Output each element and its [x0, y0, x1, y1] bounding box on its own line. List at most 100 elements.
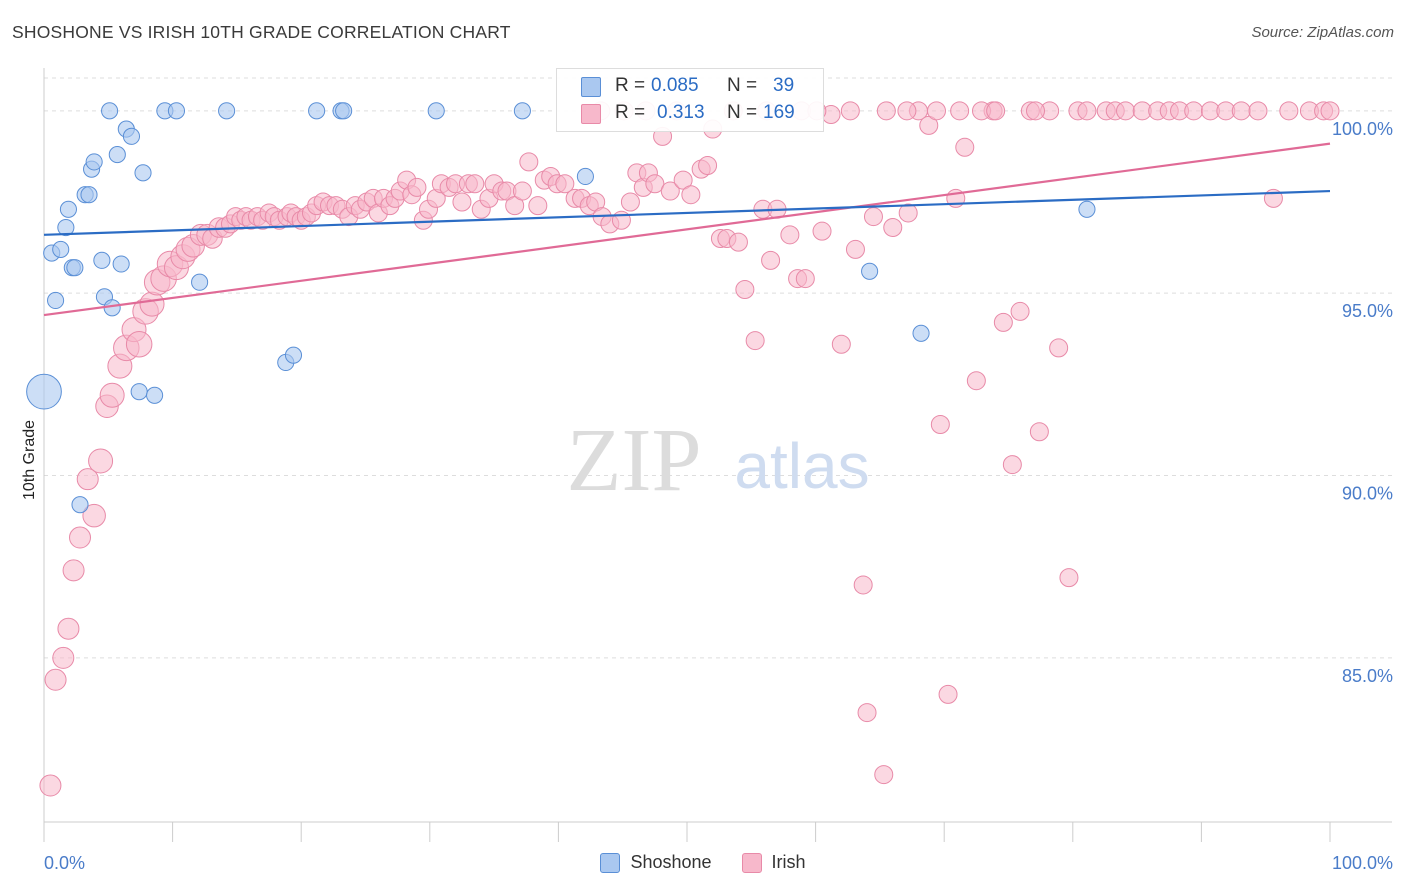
y-tick-label: 95.0%: [1342, 301, 1393, 321]
irish-point: [1026, 101, 1046, 121]
shoshone-r-label: R =: [615, 75, 646, 96]
shoshone-point: [218, 102, 236, 120]
irish-point: [840, 101, 860, 121]
irish-point: [831, 334, 851, 354]
irish-point: [76, 468, 99, 491]
irish-stats-swatch: [581, 104, 601, 124]
irish-point: [845, 239, 865, 259]
y-tick-label: 90.0%: [1342, 484, 1393, 504]
irish-point: [555, 174, 575, 194]
irish-point: [1077, 101, 1097, 121]
shoshone-points: [26, 102, 1096, 514]
irish-point: [407, 177, 427, 197]
irish-point: [39, 774, 62, 797]
shoshone-point: [108, 146, 126, 164]
y-tick-label: 100.0%: [1332, 119, 1393, 139]
irish-point: [528, 196, 548, 216]
shoshone-point: [66, 259, 84, 277]
irish-point: [88, 448, 114, 474]
legend-item-shoshone[interactable]: Shoshone: [600, 852, 712, 873]
shoshone-point: [59, 200, 77, 218]
shoshone-point: [284, 346, 303, 364]
shoshone-point: [335, 102, 353, 120]
irish-point: [874, 765, 894, 785]
irish-point: [1248, 101, 1268, 121]
shoshone-point: [80, 186, 98, 204]
tick-labels: 100.0% 95.0% 90.0% 85.0% 0.0% 100.0%: [44, 119, 1393, 873]
irish-point: [926, 101, 946, 121]
watermark-atlas: atlas: [734, 430, 869, 502]
irish-point: [52, 646, 75, 669]
shoshone-point: [122, 127, 141, 145]
irish-point: [698, 156, 718, 176]
irish-point: [452, 192, 472, 212]
irish-point: [955, 137, 975, 157]
legend-swatch-shoshone: [600, 852, 621, 873]
irish-point: [69, 526, 92, 549]
irish-point: [44, 668, 67, 691]
irish-point: [863, 207, 883, 227]
shoshone-point: [146, 386, 164, 404]
shoshone-point: [1078, 200, 1096, 218]
shoshone-point: [57, 218, 75, 237]
shoshone-point: [130, 383, 148, 401]
grid-lines: [44, 77, 1392, 659]
irish-point: [57, 617, 80, 640]
chart-source: Source: ZipAtlas.com: [1251, 24, 1394, 41]
shoshone-point: [47, 291, 65, 310]
irish-trend-line: [43, 142, 1331, 317]
irish-point: [812, 221, 832, 241]
shoshone-point: [167, 102, 186, 120]
irish-points: [39, 101, 1340, 797]
y-tick-label: 85.0%: [1342, 666, 1393, 686]
watermark: ZIP atlas: [567, 411, 870, 510]
legend: Shoshone Irish: [0, 852, 1406, 873]
irish-point: [681, 185, 701, 205]
irish-point: [673, 170, 693, 190]
irish-point: [1049, 338, 1069, 358]
irish-point: [919, 115, 939, 135]
shoshone-point: [71, 496, 89, 514]
x-tick-label-left: 0.0%: [44, 853, 85, 873]
irish-point: [735, 280, 755, 300]
irish-point: [897, 101, 917, 121]
chart-title: SHOSHONE VS IRISH 10TH GRADE CORRELATION…: [12, 22, 511, 42]
shoshone-point: [861, 262, 879, 280]
irish-point: [1059, 568, 1079, 588]
shoshone-point: [52, 240, 70, 258]
irish-point: [1010, 301, 1030, 321]
shoshone-r-value: 0.085: [651, 75, 699, 96]
shoshone-point: [191, 273, 209, 291]
irish-point: [139, 291, 165, 317]
irish-point: [1231, 101, 1251, 121]
shoshone-point: [101, 102, 119, 120]
irish-point: [728, 232, 748, 252]
shoshone-point: [308, 102, 326, 120]
irish-point: [898, 203, 918, 223]
irish-point: [465, 174, 485, 194]
irish-point: [519, 152, 539, 172]
irish-point: [1279, 101, 1299, 121]
irish-point: [645, 174, 665, 194]
legend-item-irish[interactable]: Irish: [741, 852, 806, 873]
legend-swatch-irish: [741, 852, 762, 873]
irish-n-label: N =: [727, 102, 758, 123]
shoshone-point: [427, 102, 445, 120]
irish-point: [795, 269, 815, 289]
irish-point: [986, 101, 1006, 121]
x-tick-label-right: 100.0%: [1332, 853, 1393, 873]
shoshone-point: [513, 102, 531, 120]
irish-point: [853, 575, 873, 595]
legend-label-shoshone: Shoshone: [630, 852, 712, 872]
shoshone-point: [85, 153, 103, 171]
irish-point: [1184, 101, 1204, 121]
irish-point: [993, 312, 1013, 332]
shoshone-point: [112, 255, 130, 273]
irish-point: [1116, 101, 1136, 121]
shoshone-point: [26, 373, 62, 410]
irish-point: [930, 414, 950, 434]
axes: [43, 68, 1392, 842]
irish-point: [660, 181, 680, 201]
irish-point: [745, 331, 765, 351]
stats-box: R = 0.085 N = 39 R = 0.313 N = 169: [556, 68, 824, 132]
